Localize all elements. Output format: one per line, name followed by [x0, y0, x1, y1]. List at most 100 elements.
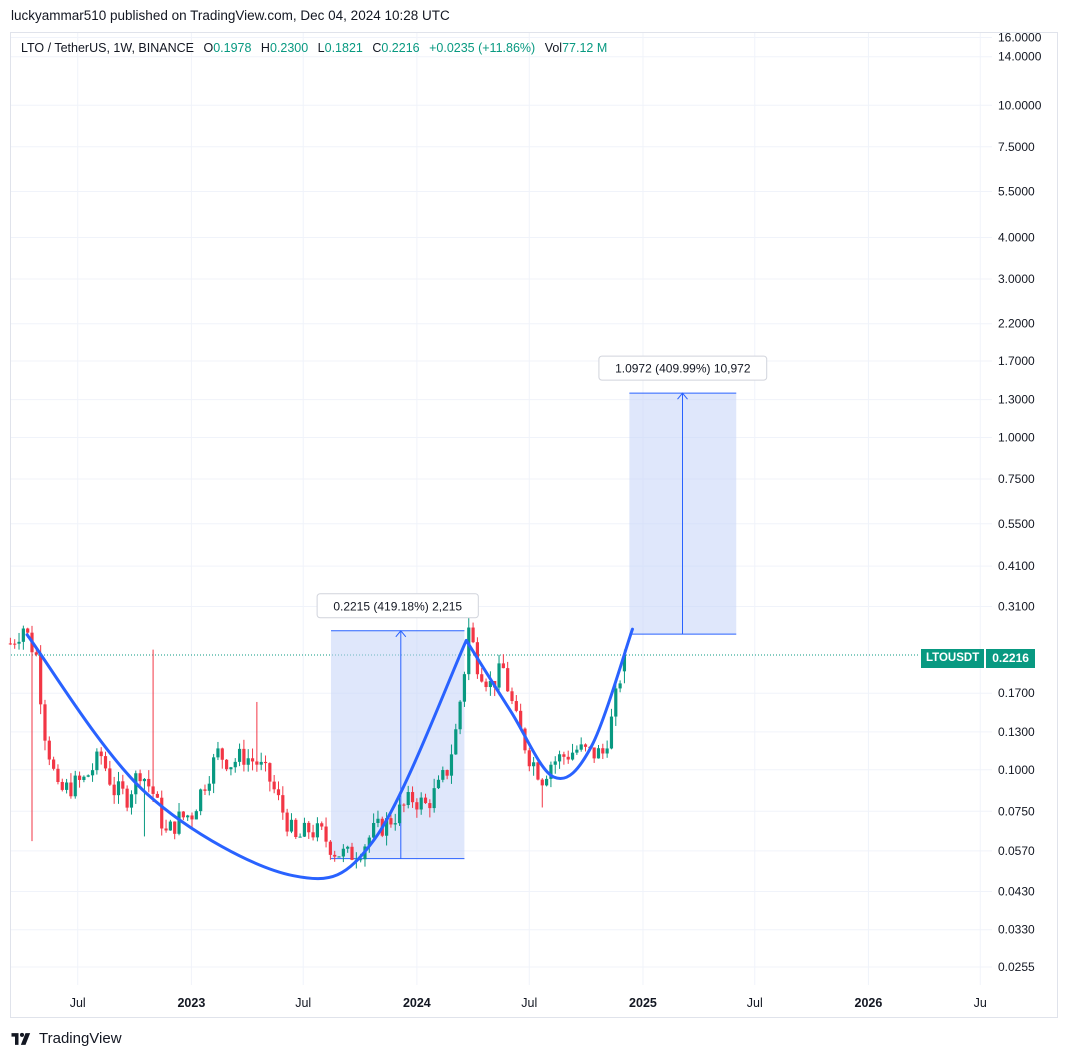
candle-body [47, 740, 51, 760]
candle-body [138, 773, 142, 782]
candle-body [397, 804, 402, 824]
candle-body [125, 788, 129, 808]
candle-body [129, 794, 134, 808]
candle-body [579, 744, 583, 750]
candle-body [436, 779, 441, 789]
time-tick-label: 2025 [629, 996, 657, 1010]
candle-body [311, 832, 315, 838]
candle-body [557, 754, 562, 762]
candle-body [190, 815, 194, 820]
candle-body [142, 778, 147, 782]
candle-body [484, 681, 488, 688]
candle-body [164, 828, 168, 831]
candle-body [121, 781, 125, 789]
price-tick-label: 14.0000 [998, 50, 1042, 64]
candle-body [324, 826, 328, 842]
price-axis: 16.0000 14.0000 10.0000 7.5000 5.5000 4.0000 3… [998, 30, 1042, 973]
volume-label: Vol [544, 41, 563, 55]
candle-body [103, 756, 108, 769]
candle-body [415, 802, 419, 810]
candle-body [255, 761, 259, 765]
candle-body [501, 663, 505, 669]
candle-body [289, 819, 294, 832]
candle-body [207, 783, 211, 791]
measure-labels: 0.2215 (419.18%) 2,215 1.0972 (409.99%) 1… [316, 355, 768, 619]
candle-body [155, 793, 160, 798]
candle-body [233, 761, 237, 768]
candle-body [39, 654, 43, 705]
candle-body [194, 811, 198, 820]
price-tick-label: 10.0000 [998, 98, 1042, 112]
candle-body [276, 789, 281, 796]
candle-body [60, 782, 64, 790]
candle-body [402, 804, 406, 806]
time-tick-label: 2026 [855, 996, 883, 1010]
candle-body [553, 761, 557, 765]
time-tick-label: Jul [70, 996, 86, 1010]
publisher-line: luckyammar510 published on TradingView.c… [11, 8, 450, 23]
candle-body [151, 786, 155, 794]
price-tick-label: 1.0000 [998, 431, 1035, 445]
candle-body [393, 823, 397, 825]
candle-body [99, 751, 103, 757]
last-price-tag: LTOUSDT 0.2216 [921, 649, 1035, 668]
measure-box[interactable] [330, 630, 465, 859]
candle-body [406, 792, 410, 806]
candle-body [596, 748, 601, 759]
candle-body [454, 729, 458, 755]
candle-body [220, 748, 224, 760]
chart-grid [11, 33, 992, 985]
candle-body [272, 781, 276, 790]
candle-body [259, 761, 263, 765]
measure-arrowhead [677, 392, 688, 400]
candle-body [307, 822, 311, 833]
candle-body [90, 770, 95, 776]
candle-body [480, 674, 484, 682]
price-tick-label: 0.0430 [998, 885, 1035, 899]
candle-body [441, 770, 445, 780]
price-tick-label: 0.5500 [998, 517, 1035, 531]
price-tick-label: 1.3000 [998, 393, 1035, 407]
candle-body [168, 821, 172, 831]
time-tick-label: 2024 [403, 996, 431, 1010]
cup-curve[interactable] [25, 633, 468, 881]
candle-body [341, 848, 345, 857]
candle-body [69, 782, 73, 797]
low-value: 0.1821 [324, 41, 363, 55]
candle-body [467, 627, 471, 675]
price-tick-label: 2.2000 [998, 317, 1035, 331]
candle-body [8, 643, 12, 645]
high-value: 0.2300 [269, 41, 309, 55]
candle-body [199, 789, 203, 812]
candle-body [601, 748, 605, 754]
candle-body [497, 663, 501, 688]
close-value: 0.2216 [381, 41, 420, 55]
volume-value: 77.12 M [562, 41, 608, 55]
candle-body [43, 704, 47, 741]
cup-curve[interactable] [464, 627, 634, 780]
candle-body [64, 782, 69, 790]
candle-body [281, 795, 285, 813]
candle-body [337, 856, 341, 858]
measure-label-box [316, 593, 479, 619]
price-tag-value: 0.2216 [986, 649, 1035, 668]
price-tick-label: 0.7500 [998, 472, 1035, 486]
low-label: L [317, 41, 325, 55]
candle-body [112, 784, 116, 796]
candle-body [549, 764, 553, 779]
candle-body [237, 748, 242, 762]
footer-brand[interactable]: TradingView [11, 1030, 122, 1047]
candle-body [26, 628, 30, 633]
candle-body [268, 763, 272, 782]
price-tick-label: 0.0330 [998, 923, 1035, 937]
candle-body [250, 758, 255, 762]
tradingview-logo-icon [11, 1032, 31, 1045]
candle-body [246, 758, 250, 765]
symbol-info: LTO / TetherUS, 1W, BINANCE [21, 41, 194, 55]
candle-body [566, 756, 570, 760]
candle-body [540, 779, 544, 786]
price-tick-label: 0.0750 [998, 804, 1035, 818]
candle-body [173, 821, 177, 834]
candle-body [328, 841, 332, 855]
